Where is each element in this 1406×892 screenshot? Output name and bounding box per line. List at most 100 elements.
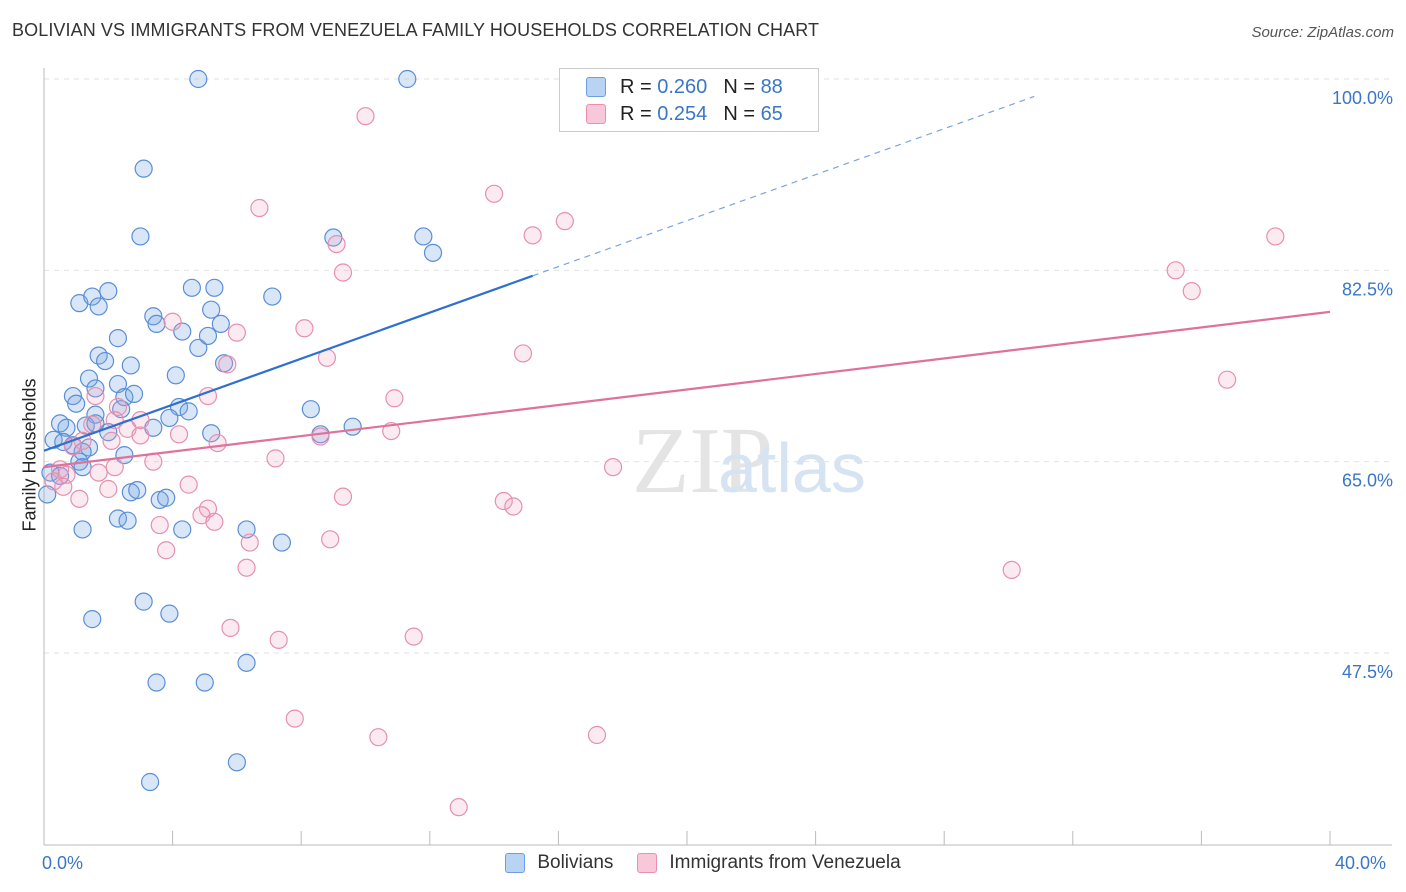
venezuela-point [250,198,269,218]
bolivian-point [147,314,166,334]
watermark: ZIP atlas [632,409,866,513]
bolivian-point [67,394,86,413]
bolivian-point [57,418,76,437]
bolivian-point [140,772,160,792]
venezuela-point [269,630,288,649]
venezuela-point [227,323,246,342]
venezuela-point [169,425,189,444]
venezuela-point [385,389,404,408]
legend-swatch-blue [586,77,606,97]
watermark-atlas: atlas [718,429,866,507]
y-tick-label: 82.5% [1342,279,1393,299]
venezuela-point [513,344,533,363]
bolivian-point [202,300,221,319]
venezuela-point [311,427,330,446]
venezuela-point [327,234,346,254]
x-tick-max: 40.0% [1335,853,1387,873]
venezuela-point [99,479,118,499]
bolivian-point [160,604,179,623]
bolivian-point [124,384,144,403]
bolivian-point [121,356,140,375]
bolivian-point [108,329,128,348]
bolivian-point [166,366,185,385]
y-tick-labels: 47.5% 65.0% 82.5% 100.0% [1332,88,1393,682]
venezuela-point [1166,261,1185,280]
venezuela-point [86,386,105,406]
venezuela-point [449,798,468,817]
bolivian-point [189,69,208,89]
trend-lines [43,95,1331,469]
bolivian-point [128,480,147,500]
bolivian-point [343,417,362,436]
chart-source: Source: ZipAtlas.com [1251,24,1394,41]
venezuela-point [603,458,623,477]
correlation-legend: R = 0.260 N = 88 R = 0.254 N = 65 [559,68,819,132]
venezuela-point [218,355,237,374]
bolivian-point [134,592,153,611]
legend-r-label: R = [620,102,652,125]
venezuela-point [295,319,314,338]
bolivians-trend-line [43,274,534,452]
bolivian-point [79,369,99,388]
y-tick-label: 100.0% [1332,88,1393,108]
venezuela-point [221,618,240,637]
legend-n-value: 65 [760,102,783,125]
venezuela-point [369,728,388,747]
venezuela-point [179,475,198,494]
bolivian-point [99,282,118,301]
venezuela-point [485,184,504,203]
bolivian-point [195,673,214,692]
legend-r-value: 0.254 [657,102,708,125]
venezuela-point [333,263,353,282]
bolivian-point [211,314,230,334]
bolivian-point [227,753,246,772]
bolivian-point [398,69,417,89]
bolivian-point [414,227,433,246]
legend-n-label: N = [723,75,755,98]
venezuela-point [105,458,124,477]
bolivian-point [89,297,108,316]
bolivian-point [182,278,201,297]
venezuela-point [321,530,340,549]
y-axis-label: Family Households [19,378,40,532]
series-label-bolivians: Bolivians [537,852,614,873]
series-legend-bolivians[interactable]: Bolivians [505,852,613,874]
bolivian-point [179,402,198,421]
venezuela-point [266,449,285,468]
venezuela-point [494,491,513,511]
venezuela-point [587,725,607,745]
venezuela-point [1182,282,1201,301]
y-tick-label: 65.0% [1342,471,1393,491]
series-swatch-pink [637,853,658,873]
legend-r-value: 0.260 [657,75,708,98]
venezuela-point [1002,560,1021,580]
venezuela-point [1218,370,1237,389]
bolivian-point [157,488,176,507]
bolivian-point [115,388,134,407]
venezuela-point [237,558,256,577]
x-tick-min: 0.0% [42,853,84,873]
bolivian-point [86,379,105,398]
legend-swatch-pink [586,104,606,124]
bolivian-point [95,351,115,371]
bolivian-point [134,159,153,178]
bolivian-point [131,227,150,246]
bolivian-point [272,533,292,552]
venezuela-point [163,312,182,331]
chart-title: BOLIVIAN VS IMMIGRANTS FROM VENEZUELA FA… [12,20,820,40]
series-label-venezuela: Immigrants from Venezuela [669,852,901,873]
venezuela-point [89,463,108,482]
venezuela-point [555,212,574,231]
series-legend-venezuela[interactable]: Immigrants from Venezuela [637,852,901,874]
bolivian-point [73,520,92,539]
venezuela-point [131,426,150,445]
bolivian-point [83,287,102,306]
y-tick-label: 47.5% [1342,662,1393,682]
venezuela-point [150,515,169,535]
bolivian-point [112,400,131,419]
legend-row-venezuela: R = 0.254 N = 65 [586,100,783,128]
legend-r-label: R = [620,75,652,98]
venezuela-point [1266,227,1285,246]
bolivian-point [173,322,192,341]
